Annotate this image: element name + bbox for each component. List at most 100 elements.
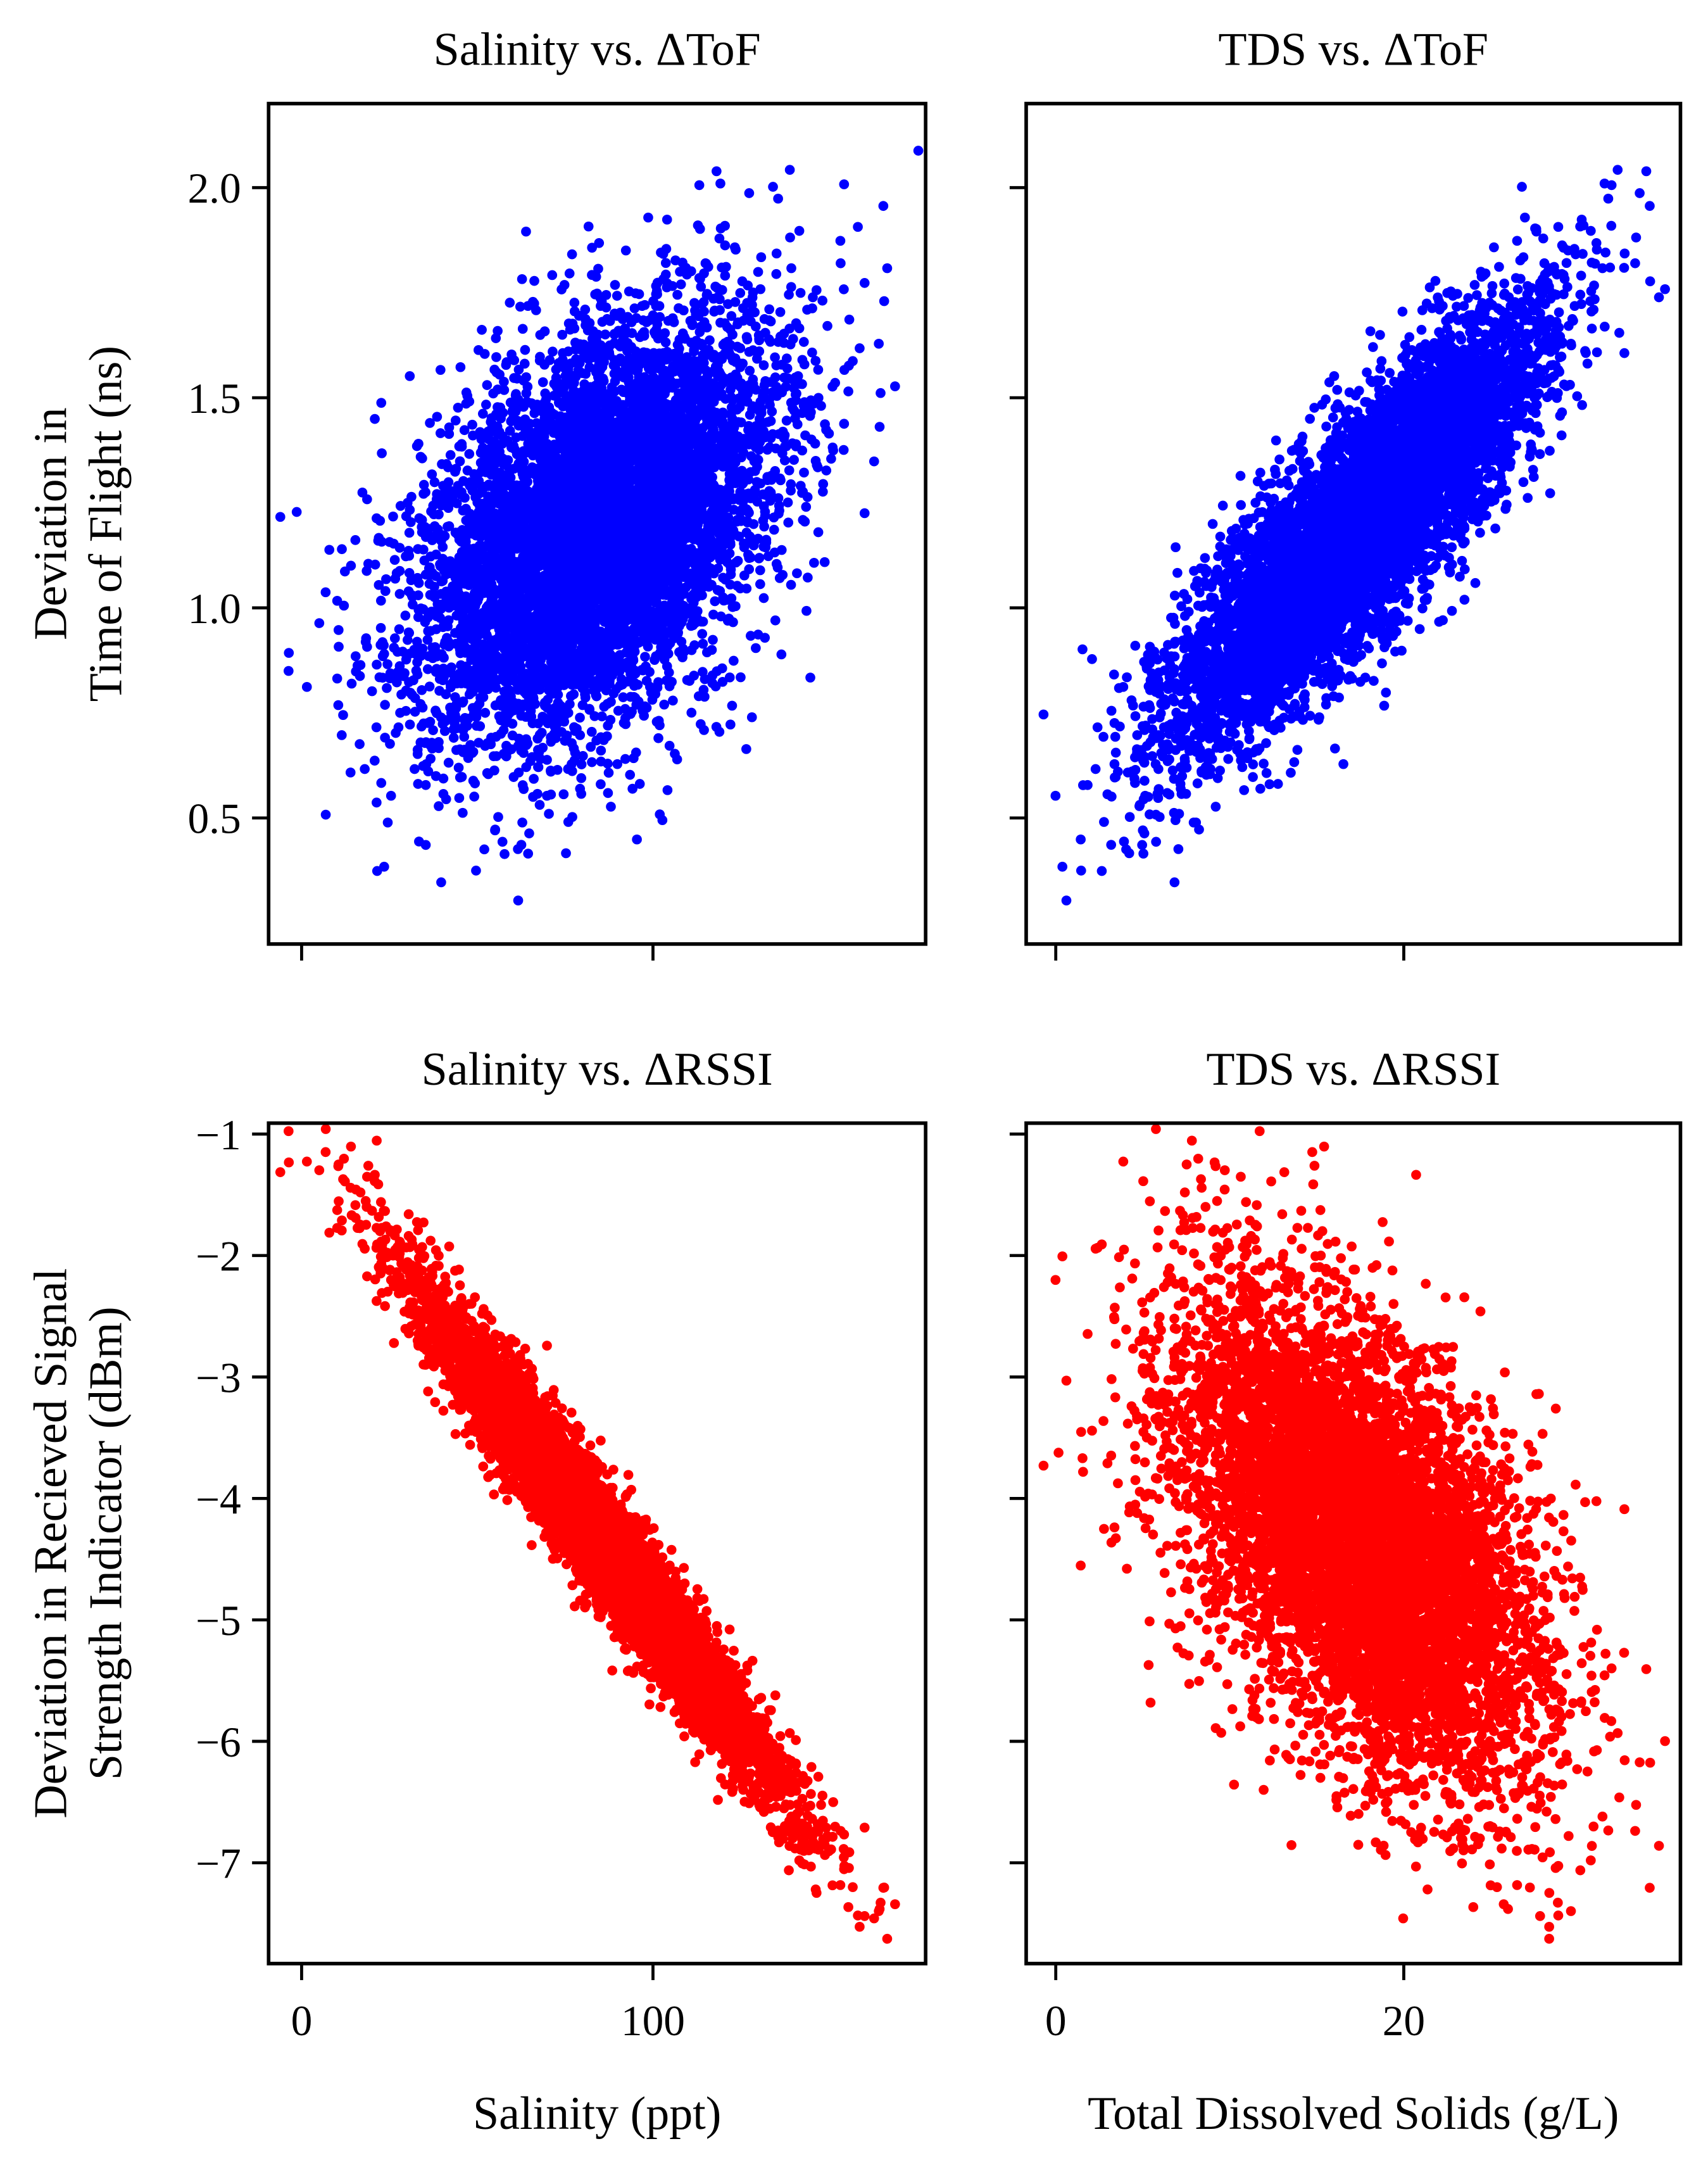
data-point	[377, 448, 387, 458]
data-point	[314, 618, 325, 628]
data-point	[822, 320, 832, 331]
data-point	[497, 836, 508, 847]
data-point	[478, 408, 488, 419]
data-point	[632, 834, 642, 845]
data-point	[320, 587, 331, 598]
data-point	[771, 268, 782, 279]
data-point	[768, 182, 778, 192]
data-point	[301, 681, 312, 692]
data-point	[799, 359, 810, 370]
data-point	[813, 365, 824, 375]
data-point	[758, 593, 769, 603]
data-point	[575, 783, 586, 794]
data-point	[372, 866, 382, 876]
data-point	[803, 572, 813, 583]
data-point	[696, 299, 707, 310]
data-point	[450, 415, 461, 426]
data-point	[389, 555, 400, 565]
data-point	[684, 676, 695, 686]
data-point	[535, 330, 546, 340]
data-point	[839, 419, 850, 429]
data-point	[477, 325, 487, 335]
data-point	[830, 377, 841, 388]
data-point	[493, 812, 503, 823]
data-point	[744, 346, 755, 357]
data-point	[567, 380, 577, 390]
data-point	[839, 179, 850, 189]
data-point	[758, 391, 768, 401]
data-point	[809, 557, 819, 568]
data-point	[770, 615, 781, 626]
data-point	[746, 712, 757, 723]
data-point	[753, 267, 763, 277]
data-point	[812, 460, 822, 470]
data-point	[355, 671, 365, 681]
data-point	[429, 477, 440, 488]
data-point	[576, 759, 587, 769]
data-point	[634, 779, 645, 789]
data-point	[435, 428, 446, 438]
data-point	[744, 564, 755, 574]
data-point	[596, 756, 606, 767]
data-point	[736, 672, 746, 683]
data-point	[732, 317, 743, 327]
data-point	[813, 527, 824, 538]
data-point	[361, 633, 372, 643]
data-point	[580, 305, 591, 315]
data-point	[612, 759, 623, 769]
data-point	[603, 721, 613, 731]
data-point	[355, 739, 365, 749]
data-point	[499, 849, 510, 859]
data-point	[853, 222, 863, 232]
data-point	[859, 508, 870, 519]
data-point	[712, 166, 722, 177]
data-point	[781, 415, 792, 426]
data-point	[445, 450, 456, 460]
data-point	[400, 610, 411, 621]
data-point	[394, 666, 405, 676]
data-point	[784, 465, 794, 476]
data-point	[382, 683, 392, 693]
data-point	[405, 371, 415, 381]
data-point	[782, 363, 793, 374]
data-point	[577, 751, 588, 761]
data-point	[470, 778, 480, 788]
data-point	[521, 226, 531, 237]
data-point	[446, 662, 456, 672]
data-point	[708, 634, 718, 645]
data-point	[442, 635, 453, 646]
data-point	[362, 641, 372, 652]
data-point	[434, 801, 444, 811]
data-point	[784, 165, 795, 175]
data-point	[582, 325, 593, 336]
data-point	[730, 297, 741, 307]
data-point	[376, 778, 387, 788]
data-point	[773, 193, 783, 204]
data-point	[610, 280, 620, 290]
data-point	[324, 545, 335, 555]
data-point	[360, 764, 370, 774]
data-point	[712, 585, 723, 595]
data-point	[496, 715, 506, 726]
data-point	[564, 268, 575, 279]
data-point	[491, 333, 501, 343]
data-point	[661, 244, 672, 254]
data-point	[874, 422, 885, 432]
data-point	[720, 240, 731, 251]
data-point	[694, 273, 705, 283]
data-point	[547, 270, 558, 281]
data-point	[393, 722, 404, 733]
data-point	[375, 515, 386, 526]
data-point	[431, 708, 442, 718]
data-point	[320, 809, 331, 820]
data-point	[437, 719, 448, 729]
data-point	[826, 453, 836, 464]
data-point	[424, 579, 435, 589]
data-point	[758, 360, 769, 370]
data-point	[807, 303, 817, 313]
data-point	[333, 700, 344, 710]
data-point	[471, 866, 481, 876]
data-point	[567, 759, 577, 769]
data-point	[520, 344, 531, 355]
data-point	[370, 413, 380, 424]
